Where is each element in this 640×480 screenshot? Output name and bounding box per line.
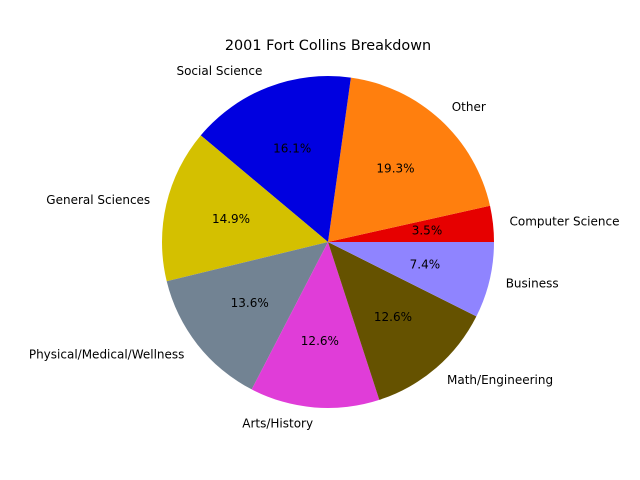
pie-slice-business	[328, 242, 494, 317]
slice-percent-math-engineering: 12.6%	[374, 310, 412, 324]
pie-slice-social-science	[200, 76, 351, 242]
chart-title: 2001 Fort Collins Breakdown	[225, 38, 431, 54]
pie-slice-computer-science	[328, 205, 494, 242]
slice-label-math-engineering: Math/Engineering	[447, 373, 553, 387]
pie-slice-physical-medical-wellness	[166, 242, 328, 390]
pie-slice-math-engineering	[328, 242, 477, 400]
slice-label-social-science: Social Science	[176, 64, 262, 78]
slice-percent-physical-medical-wellness: 13.6%	[231, 296, 269, 310]
slice-percent-other: 19.3%	[376, 161, 414, 175]
slice-label-physical-medical-wellness: Physical/Medical/Wellness	[29, 347, 185, 361]
pie-slice-general-sciences	[161, 135, 328, 282]
slice-label-arts-history: Arts/History	[242, 416, 313, 430]
slice-label-general-sciences: General Sciences	[46, 193, 150, 207]
slice-percent-arts-history: 12.6%	[301, 334, 339, 348]
slice-percent-computer-science: 3.5%	[412, 224, 443, 238]
pie-slice-other	[328, 77, 491, 242]
pie-slice-arts-history	[251, 242, 380, 408]
slice-percent-general-sciences: 14.9%	[212, 212, 250, 226]
slice-label-other: Other	[452, 100, 486, 114]
slice-percent-business: 7.4%	[410, 257, 441, 271]
slice-percent-social-science: 16.1%	[273, 142, 311, 156]
slice-label-business: Business	[506, 277, 559, 291]
pie-slices	[161, 76, 494, 408]
slice-label-computer-science: Computer Science	[509, 214, 619, 228]
pie-labels: Computer Science 3.5% Other 19.3% Social Sci…	[29, 64, 620, 430]
